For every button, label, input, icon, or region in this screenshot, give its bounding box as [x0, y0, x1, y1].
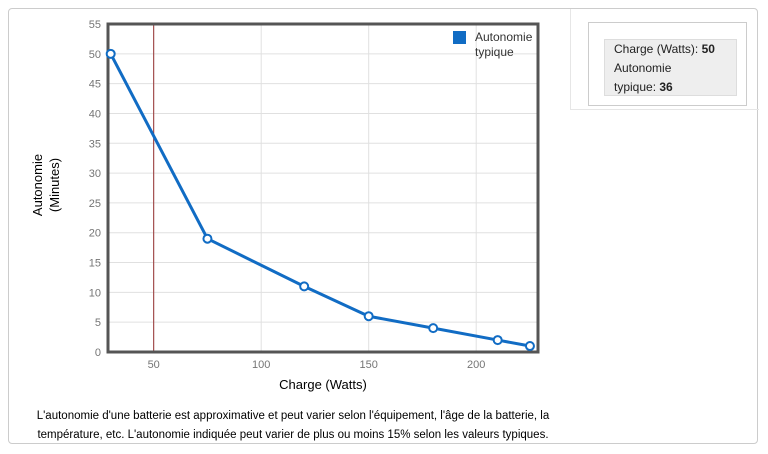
y-tick-label: 25 [89, 198, 101, 210]
runtime-line-chart: 0 5 10 15 20 25 30 35 40 45 50 55 50 100 150 200 [89, 19, 540, 371]
legend-label: Autonomie typique [475, 30, 533, 59]
tooltip-panel: Charge (Watts): 50 Autonomie typique: 36 [588, 22, 747, 106]
x-tick-label: 200 [467, 359, 485, 371]
tooltip-outer-panel [570, 9, 759, 110]
y-tick-label: 40 [89, 108, 101, 120]
tooltip-line-autonomie: Autonomie [614, 61, 672, 75]
x-axis-title: Charge (Watts) [279, 377, 367, 392]
y-tick-label: 10 [89, 287, 101, 299]
data-point-marker[interactable] [492, 335, 503, 346]
x-tick-label: 150 [360, 359, 378, 371]
x-tick-label: 50 [148, 359, 160, 371]
data-point-marker[interactable] [105, 48, 116, 59]
data-point-marker[interactable] [363, 311, 374, 322]
tooltip-charge-label: Charge (Watts): [614, 42, 699, 56]
y-tick-label: 15 [89, 258, 101, 270]
x-tick-label: 100 [252, 359, 270, 371]
tooltip-line-charge: Charge (Watts): 50 [614, 40, 727, 59]
y-tick-label: 35 [89, 138, 101, 150]
tooltip-typique-value: 36 [659, 80, 673, 94]
y-tick-label: 50 [89, 49, 101, 61]
disclaimer-text: L'autonomie d'une batterie est approxima… [36, 410, 550, 441]
data-point-marker[interactable] [202, 233, 213, 244]
y-tick-label: 5 [95, 317, 101, 329]
tooltip-content: Charge (Watts): 50 Autonomie typique: 36 [604, 39, 737, 96]
legend-swatch-icon [453, 31, 466, 44]
data-point-marker[interactable] [524, 341, 535, 352]
plot-border [106, 22, 540, 354]
y-tick-label: 45 [89, 79, 101, 91]
y-tick-label: 20 [89, 228, 101, 240]
data-point-marker[interactable] [428, 323, 439, 334]
tooltip-line-typique: typique: 36 [614, 78, 727, 97]
data-point-marker[interactable] [299, 281, 310, 292]
y-tick-label: 55 [89, 19, 101, 31]
legend[interactable]: Autonomie typique [453, 30, 543, 60]
tooltip-charge-value: 50 [701, 42, 715, 56]
series-line[interactable] [109, 52, 532, 348]
y-tick-label: 0 [95, 347, 101, 359]
tooltip-typique-label: typique: [614, 80, 657, 94]
y-axis-title: Autonomie (Minutes) [30, 153, 62, 217]
y-tick-label: 30 [89, 168, 101, 180]
